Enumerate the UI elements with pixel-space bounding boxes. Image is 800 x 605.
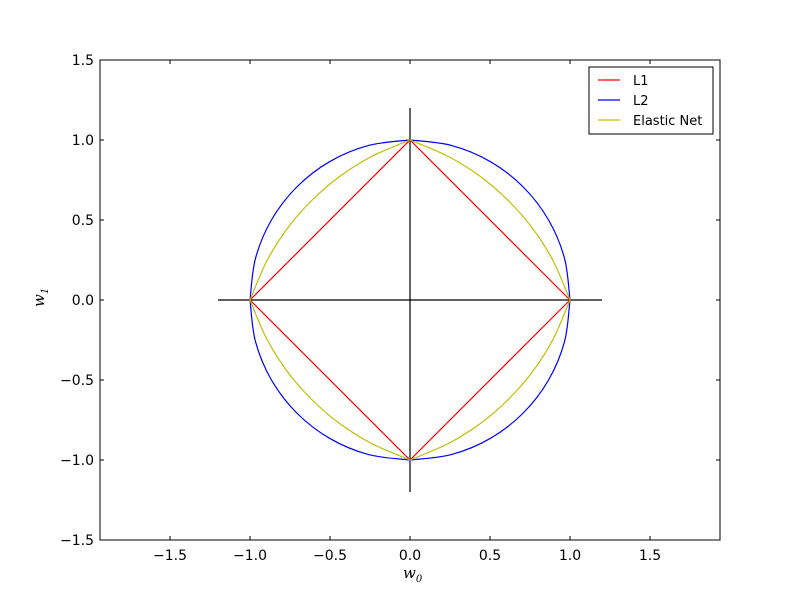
y-tick-label: 0.5 bbox=[72, 213, 94, 229]
plot-frame bbox=[99, 59, 721, 541]
y-tick-label: −1.0 bbox=[60, 453, 94, 469]
x-axis-label: w0 bbox=[403, 564, 423, 585]
y-tick-label: 1.5 bbox=[72, 53, 94, 69]
y-tick-label: 1.0 bbox=[72, 133, 94, 149]
y-tick-label: −0.5 bbox=[60, 373, 94, 389]
x-tick-label: 1.0 bbox=[559, 548, 581, 564]
y-tick-label: 0.0 bbox=[72, 293, 94, 309]
legend-label-l1: L1 bbox=[633, 74, 649, 89]
x-tick-label: −0.5 bbox=[313, 548, 347, 564]
legend-label-l2: L2 bbox=[633, 94, 649, 109]
y-tick-label: −1.5 bbox=[60, 533, 94, 549]
legend: L1 L2 Elastic Net bbox=[588, 66, 714, 135]
x-tick-label: 0.0 bbox=[399, 548, 421, 564]
x-tick-label: 1.5 bbox=[639, 548, 661, 564]
x-tick-label: 0.5 bbox=[479, 548, 501, 564]
x-tick-label: −1.0 bbox=[233, 548, 267, 564]
ticks: −1.5 −1.0 −0.5 0.0 0.5 1.0 1.5 −1.5 −1.0 −0.5 0.0 0… bbox=[60, 53, 720, 564]
series-elastic-net-line bbox=[249, 139, 571, 461]
x-tick-label: −1.5 bbox=[153, 548, 187, 564]
y-axis-label: w1 bbox=[30, 288, 51, 307]
plot-area bbox=[218, 108, 602, 492]
legend-label-elastic-net: Elastic Net bbox=[633, 114, 702, 129]
